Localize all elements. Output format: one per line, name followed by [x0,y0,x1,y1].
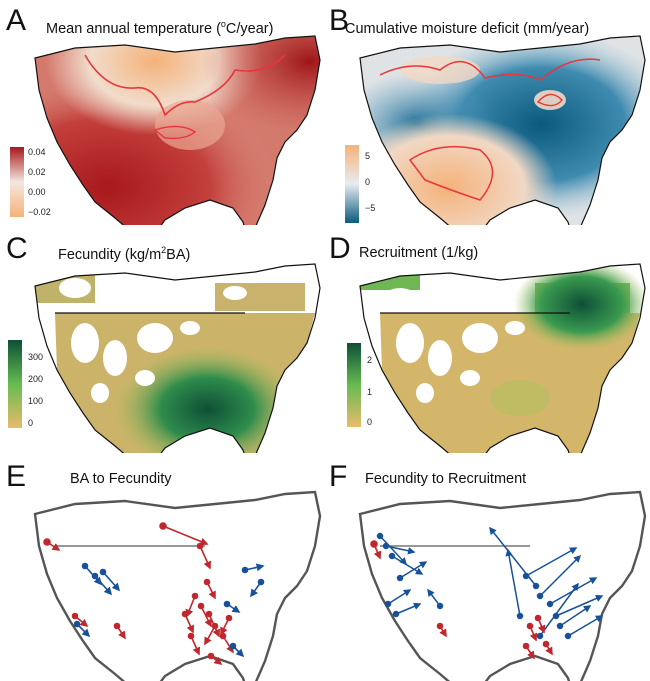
panel-a-title-text: Mean annual temperature ( [46,20,221,37]
panel-f-title: Fecundity to Recruitment [365,471,527,487]
cb-b-tick-1: 0 [365,177,370,187]
panel-a-title: Mean annual temperature (oC/year) [46,19,274,37]
map-moisture-deficit: 5 0 −5 [345,35,646,225]
map-temperature: 0.04 0.02 0.00 −0.02 [10,35,321,225]
panel-b-title: Cumulative moisture deficit (mm/year) [345,21,590,37]
panel-c: C Fecundity (kg/m2BA) [0,228,325,453]
map-fecundity-to-recruitment [358,490,647,681]
panel-f: F Fecundity to Recruitment [325,456,650,681]
arrows-blue-e [73,562,265,658]
panel-a: A Mean annual temperature (oC/year) [0,0,325,225]
panel-b-letter: B [329,4,350,37]
panel-e: E BA to Fecundity [0,456,325,681]
panel-a-letter: A [6,4,27,37]
arrows-red-e [43,522,234,665]
cb-d-tick-1: 1 [367,387,372,397]
cb-a-tick-0: 0.04 [28,147,46,157]
cb-c-tick-3: 0 [28,418,33,428]
panel-d: D Recruitment (1/kg) [325,228,650,453]
cb-a-tick-2: 0.00 [28,187,46,197]
panel-a-title-end: C/year) [225,20,274,37]
panel-e-letter: E [6,460,27,493]
map-recruitment: 2 1 0 [347,263,646,453]
map-ba-to-fecundity [33,490,322,681]
colorbar-temperature: 0.04 0.02 0.00 −0.02 [10,147,51,217]
panel-c-title-end: BA) [166,246,191,263]
cb-b-tick-2: −5 [365,203,375,213]
colorbar-fecundity: 300 200 100 0 [8,340,43,428]
colorbar-recruitment: 2 1 0 [347,343,372,427]
cb-a-tick-1: 0.02 [28,167,46,177]
panel-a-title-sup: o [220,19,226,29]
panel-d-title: Recruitment (1/kg) [359,245,479,261]
cb-c-tick-2: 100 [28,396,43,406]
cb-c-tick-1: 200 [28,374,43,384]
panel-b: B Cumulative moisture deficit (mm/year) [325,0,650,225]
panel-c-title-sup: 2 [161,245,167,255]
cb-c-tick-0: 300 [28,352,43,362]
cb-d-tick-0: 2 [367,355,372,365]
cb-a-tick-3: −0.02 [28,207,51,217]
panel-d-letter: D [329,232,351,265]
arrows-red-f [370,540,553,660]
panel-e-title: BA to Fecundity [70,471,172,487]
cb-d-tick-2: 0 [367,417,372,427]
map-fecundity: 300 200 100 0 [8,263,321,453]
panel-c-title-text: Fecundity (kg/m [58,246,162,263]
colorbar-moisture: 5 0 −5 [345,145,375,223]
panel-f-letter: F [329,460,348,493]
panel-c-title: Fecundity (kg/m2BA) [58,245,191,263]
cb-b-tick-0: 5 [365,151,370,161]
arrows-blue-f [376,526,604,640]
panel-c-letter: C [6,232,28,265]
